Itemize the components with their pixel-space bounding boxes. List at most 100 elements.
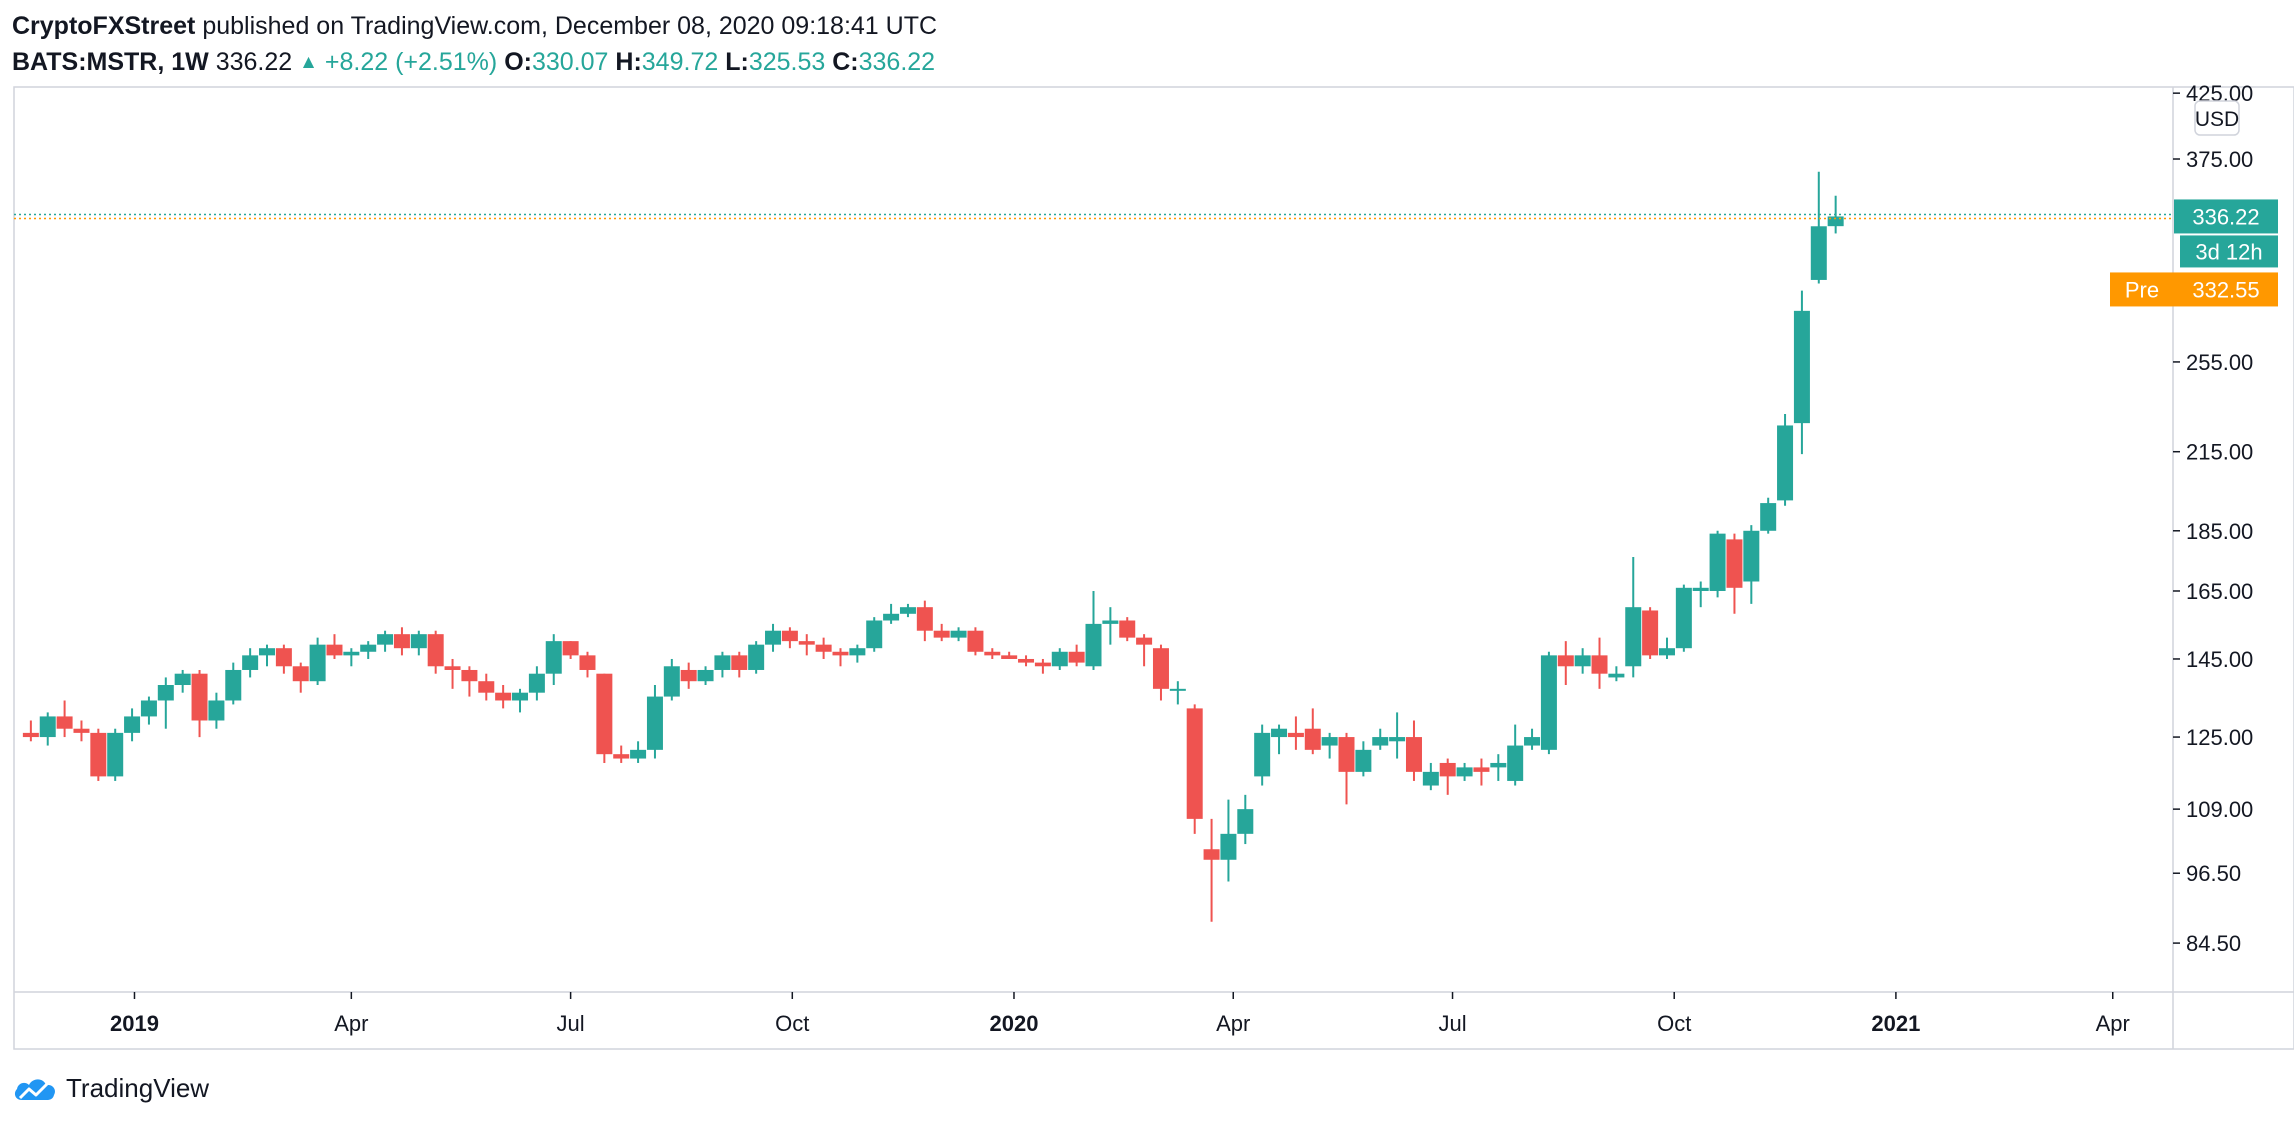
candle-up [1237,794,1254,845]
candle-down [1439,758,1456,795]
y-tick-label: 84.50 [2186,931,2241,956]
candle-up [1169,681,1186,705]
candle-body [73,728,90,733]
candle-body [1709,533,1726,591]
candle-up [765,623,782,652]
candle-body [1456,767,1473,777]
candle-body [512,692,529,701]
last-price-tag: 336.22 3d 12h [2174,199,2278,268]
y-tick-label: 215.00 [2186,440,2253,465]
ohlc-line: BATS:MSTR, 1W 336.22 ▲ +8.22 (+2.51%) O:… [12,44,937,81]
candle-body [1220,833,1237,860]
candle-up [1810,171,1827,284]
candle-down [1473,758,1490,786]
candle-up [1422,762,1439,791]
x-tick-label: Apr [334,1011,368,1036]
candle-down [832,648,849,667]
x-tick-label: Oct [775,1011,809,1036]
candle-body [1524,737,1541,746]
candle-body [1675,587,1692,649]
candle-body [427,634,444,667]
candle-body [714,655,731,670]
candle-down [1203,818,1220,922]
chart-header: CryptoFXStreet published on TradingView.… [12,8,937,81]
candle-up [1507,724,1524,786]
candle-body [1338,737,1355,772]
up-arrow-icon: ▲ [299,52,318,73]
y-tick-label: 109.00 [2186,797,2253,822]
candle-down [1591,637,1608,689]
x-tick-label: Apr [2096,1011,2130,1036]
candle-up [140,696,157,725]
candle-body [1574,655,1591,667]
candle-body [309,644,326,682]
candle-up [1456,762,1473,781]
candle-down [933,623,950,642]
candle-down [984,648,1001,659]
candle-down [1287,716,1304,750]
candle-body [292,666,309,682]
candle-body [1102,620,1119,624]
candle-body [562,641,579,656]
candle-body [1658,648,1675,656]
candle-down [495,685,512,709]
candle-up [1692,581,1709,608]
candle-body [1692,587,1709,591]
candle-up [225,662,242,705]
candle-body [22,732,39,738]
candle-up [663,658,680,701]
currency-badge[interactable]: USD [2194,100,2240,136]
last-price: 336.22 [215,48,293,76]
candle-body [630,749,647,759]
tradingview-brand: TradingView [66,1072,210,1103]
bar-countdown: 3d 12h [2195,239,2262,264]
candle-up [1608,666,1625,682]
candle-body [916,607,933,631]
candle-body [984,651,1001,656]
candle-up [1372,728,1389,750]
low-label: L: [725,48,749,76]
chart-pane[interactable] [13,86,2294,1050]
candle-up [1524,728,1541,750]
candle-up [950,627,967,642]
candle-body [410,634,427,649]
candle-body [1540,655,1557,750]
candle-body [1557,655,1574,667]
author-name[interactable]: CryptoFXStreet [12,12,196,40]
candle-body [140,700,157,717]
candle-down [461,666,478,697]
candle-body [866,620,883,649]
candle-up [1658,637,1675,659]
candle-down [1186,704,1203,834]
candle-body [815,644,832,652]
candle-body [883,613,900,621]
x-tick-label: 2019 [110,1011,159,1036]
close-label: C: [832,48,859,76]
candle-up [1760,497,1777,534]
candle-up [545,634,562,686]
symbol-label: BATS:MSTR, 1W [12,48,209,76]
high-label: H: [615,48,642,76]
time-axis[interactable]: 2019 Apr Jul Oct 2020 Apr Jul Oct 2021 Apr [110,992,2130,1036]
candle-down [444,658,461,689]
candle-body [1625,607,1642,667]
candle-down [1001,651,1018,659]
candle-body [1186,708,1203,819]
price-labels: USD 336.22 3d 12h Pre 332.55 [2110,100,2278,307]
candle-down [967,627,984,656]
candle-up [1085,590,1102,670]
candle-up [883,603,900,624]
candle-down [90,728,107,781]
x-tick-label: Apr [1216,1011,1250,1036]
publish-line: CryptoFXStreet published on TradingView.… [12,8,937,44]
candle-up [1051,648,1068,670]
candle-down [562,641,579,659]
candle-up [343,648,360,667]
candle-up [377,630,394,652]
y-tick-label: 375.00 [2186,147,2253,172]
candle-up [1389,712,1406,759]
candle-up [512,688,529,713]
candle-body [1051,651,1068,667]
footer-brand[interactable]: TradingView [12,1068,209,1108]
